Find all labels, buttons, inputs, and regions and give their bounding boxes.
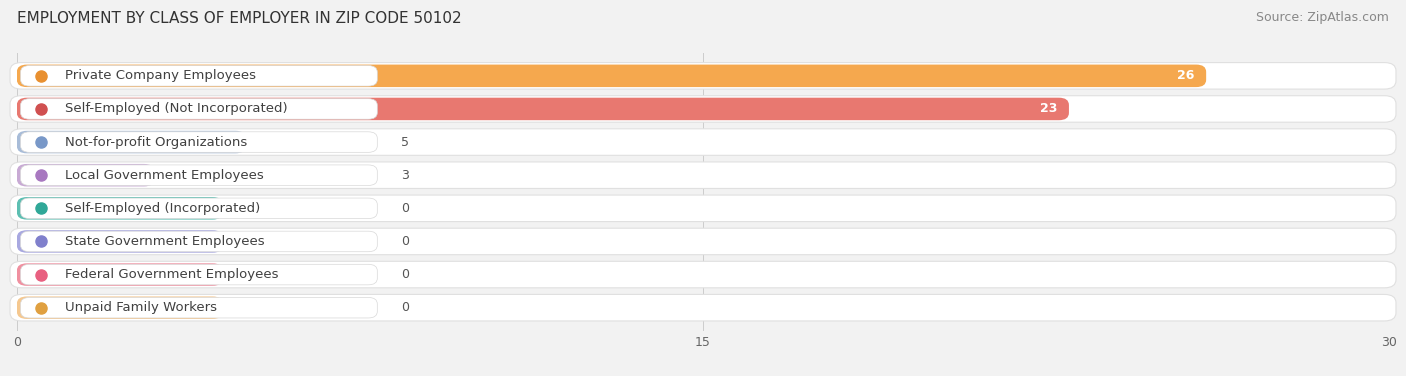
Text: State Government Employees: State Government Employees (65, 235, 264, 248)
FancyBboxPatch shape (17, 65, 1206, 87)
FancyBboxPatch shape (21, 264, 377, 285)
FancyBboxPatch shape (17, 197, 222, 220)
FancyBboxPatch shape (10, 195, 1396, 221)
Text: Not-for-profit Organizations: Not-for-profit Organizations (65, 136, 247, 149)
FancyBboxPatch shape (17, 98, 1069, 120)
Text: Source: ZipAtlas.com: Source: ZipAtlas.com (1256, 11, 1389, 24)
FancyBboxPatch shape (21, 297, 377, 318)
FancyBboxPatch shape (10, 228, 1396, 255)
Text: 26: 26 (1177, 69, 1195, 82)
FancyBboxPatch shape (21, 165, 377, 185)
FancyBboxPatch shape (10, 294, 1396, 321)
Text: 5: 5 (401, 136, 409, 149)
FancyBboxPatch shape (17, 263, 222, 286)
FancyBboxPatch shape (17, 230, 222, 253)
FancyBboxPatch shape (21, 99, 377, 119)
FancyBboxPatch shape (17, 131, 246, 153)
Text: 0: 0 (401, 202, 409, 215)
Text: 0: 0 (401, 235, 409, 248)
FancyBboxPatch shape (17, 164, 155, 186)
FancyBboxPatch shape (21, 132, 377, 152)
FancyBboxPatch shape (17, 296, 222, 319)
Text: 0: 0 (401, 268, 409, 281)
Text: 3: 3 (401, 169, 409, 182)
Text: 0: 0 (401, 301, 409, 314)
FancyBboxPatch shape (21, 231, 377, 252)
Text: 23: 23 (1040, 102, 1057, 115)
FancyBboxPatch shape (21, 198, 377, 218)
FancyBboxPatch shape (10, 62, 1396, 89)
FancyBboxPatch shape (10, 129, 1396, 155)
FancyBboxPatch shape (10, 96, 1396, 122)
Text: Federal Government Employees: Federal Government Employees (65, 268, 278, 281)
Text: EMPLOYMENT BY CLASS OF EMPLOYER IN ZIP CODE 50102: EMPLOYMENT BY CLASS OF EMPLOYER IN ZIP C… (17, 11, 461, 26)
FancyBboxPatch shape (10, 162, 1396, 188)
Text: Unpaid Family Workers: Unpaid Family Workers (65, 301, 217, 314)
Text: Local Government Employees: Local Government Employees (65, 169, 264, 182)
FancyBboxPatch shape (21, 65, 377, 86)
Text: Private Company Employees: Private Company Employees (65, 69, 256, 82)
Text: Self-Employed (Not Incorporated): Self-Employed (Not Incorporated) (65, 102, 287, 115)
Text: Self-Employed (Incorporated): Self-Employed (Incorporated) (65, 202, 260, 215)
FancyBboxPatch shape (10, 261, 1396, 288)
